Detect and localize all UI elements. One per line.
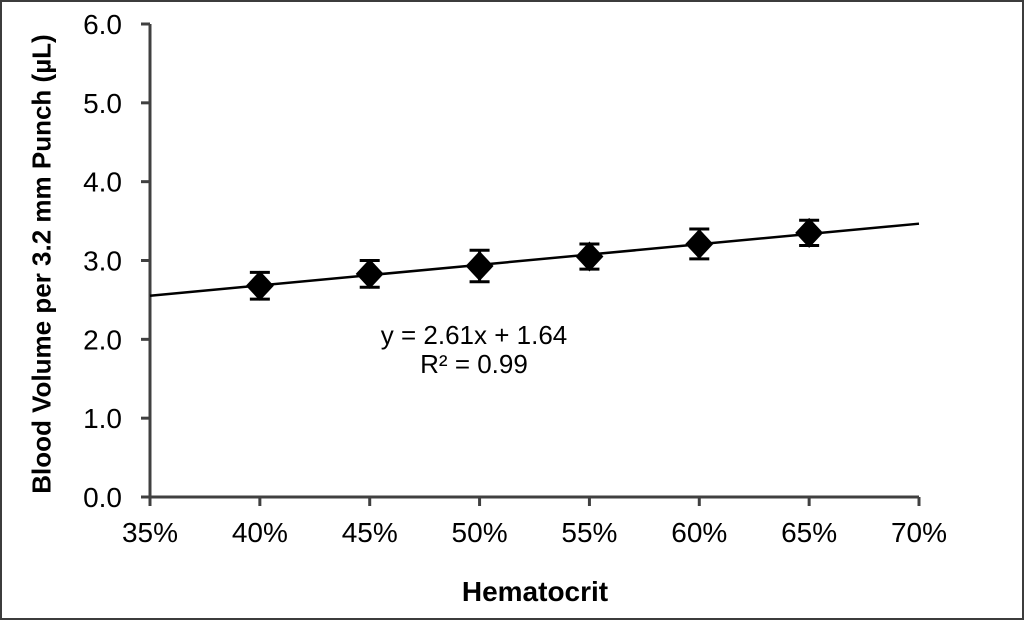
x-tick-label: 40% <box>232 517 288 548</box>
x-tick-label: 70% <box>891 517 947 548</box>
trendline-annotation: y = 2.61x + 1.64 R² = 0.99 <box>381 321 567 379</box>
y-tick-label: 6.0 <box>83 9 122 40</box>
trendline <box>149 222 920 297</box>
x-tick-label: 45% <box>342 517 398 548</box>
data-point-marker <box>685 228 714 259</box>
data-point-marker <box>245 270 274 301</box>
data-point-marker <box>575 241 604 272</box>
y-tick-label: 1.0 <box>83 403 122 434</box>
x-tick-label: 50% <box>452 517 508 548</box>
x-axis-title: Hematocrit <box>461 576 609 607</box>
x-tick-label: 55% <box>561 517 617 548</box>
r-squared-label: R² = 0.99 <box>420 349 528 379</box>
data-point-marker <box>465 251 494 282</box>
y-tick-label: 0.0 <box>83 482 122 513</box>
y-tick-label: 4.0 <box>83 167 122 198</box>
y-tick-label: 5.0 <box>83 88 122 119</box>
x-tick-label: 60% <box>671 517 727 548</box>
x-tick-label: 65% <box>781 517 837 548</box>
y-tick-label: 3.0 <box>83 246 122 277</box>
data-point-marker <box>795 217 824 248</box>
trendline-equation-label: y = 2.61x + 1.64 <box>380 320 568 350</box>
y-axis-title: Blood Volume per 3.2 mm Punch (µL) <box>26 34 57 494</box>
x-tick-label: 35% <box>122 517 178 548</box>
y-tick-label: 2.0 <box>83 324 122 355</box>
data-point-marker <box>355 258 384 289</box>
